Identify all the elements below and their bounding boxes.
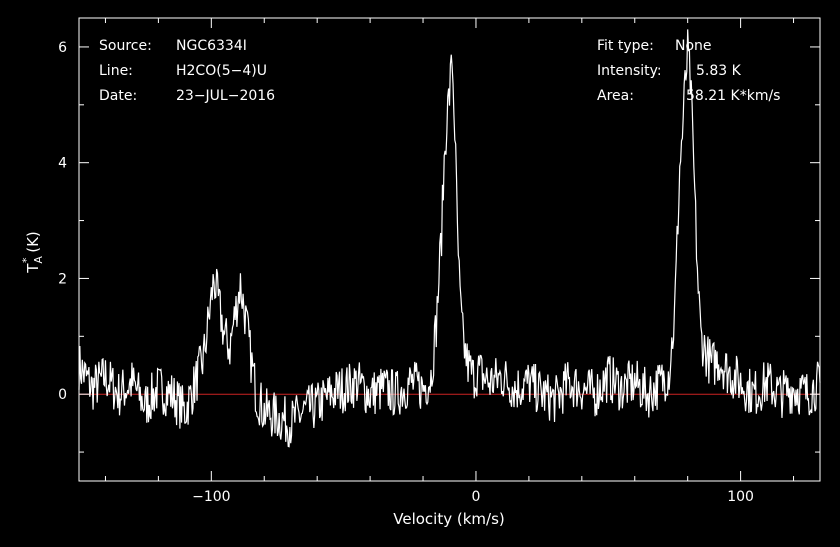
axis-ticks: −100 0 100 0 2 4 6 (58, 18, 820, 505)
x-axis-label: Velocity (km/s) (393, 510, 504, 528)
y-tick-label: 0 (58, 387, 67, 403)
y-axis-label-sup: * (20, 257, 33, 263)
info-area-key: Area: (597, 88, 634, 104)
x-tick-label: 0 (472, 489, 481, 505)
spectrum-line (78, 29, 821, 448)
y-tick-label: 6 (58, 40, 67, 56)
info-left: Source: NGC6334I Line: H2CO(5−4)U Date: … (99, 38, 275, 104)
info-source-value: NGC6334I (176, 38, 247, 54)
info-date-value: 23−JUL−2016 (176, 88, 275, 104)
plot-frame (78, 17, 821, 482)
y-tick-label: 4 (58, 156, 67, 172)
info-fit-type-value: None (675, 38, 712, 54)
y-axis-label-unit: (K) (24, 231, 42, 257)
info-line-value: H2CO(5−4)U (176, 63, 267, 79)
y-axis-label-main: T (24, 263, 42, 274)
x-tick-label: 100 (727, 489, 754, 505)
info-right: Fit type: None Intensity: 5.83 K Area: 5… (597, 38, 780, 104)
info-source-key: Source: (99, 38, 152, 54)
x-tick-label: −100 (192, 489, 230, 505)
info-intensity-key: Intensity: (597, 63, 662, 79)
info-date-key: Date: (99, 88, 137, 104)
y-tick-label: 2 (58, 271, 67, 287)
info-fit-type-key: Fit type: (597, 38, 654, 54)
y-axis-label: TA* (K) (20, 231, 45, 274)
info-line-key: Line: (99, 63, 133, 79)
y-axis-label-sub: A (32, 256, 45, 264)
info-area-value: 58.21 K*km/s (686, 88, 780, 104)
info-intensity-value: 5.83 K (696, 63, 742, 79)
